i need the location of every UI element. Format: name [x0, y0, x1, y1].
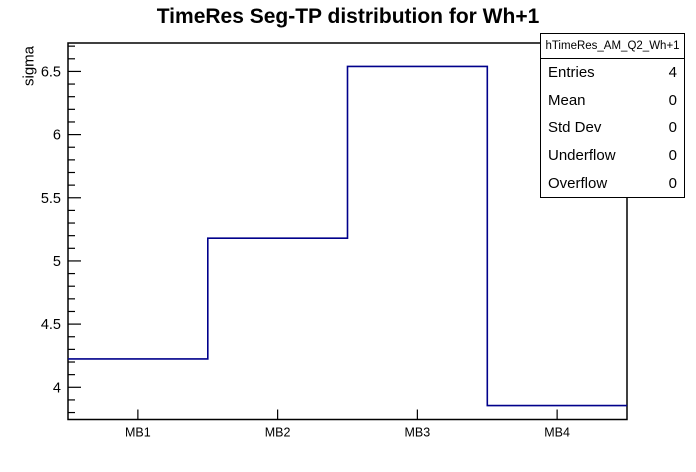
- y-tick-label: 5: [53, 254, 61, 270]
- stats-box: hTimeRes_AM_Q2_Wh+1 Entries 4 Mean 0 Std…: [540, 33, 685, 198]
- x-tick-label: MB3: [405, 426, 431, 440]
- stats-row-stddev: Std Dev 0: [541, 114, 684, 142]
- plot-title: TimeRes Seg-TP distribution for Wh+1: [156, 5, 540, 28]
- stats-value: 4: [668, 64, 677, 82]
- y-tick-label: 4: [53, 380, 61, 396]
- stats-box-title: hTimeRes_AM_Q2_Wh+1: [541, 34, 684, 59]
- y-tick-label: 4.5: [41, 317, 61, 333]
- stats-label: Underflow: [548, 147, 616, 165]
- stats-value: 0: [668, 119, 677, 137]
- stats-value: 0: [668, 91, 677, 109]
- histogram-line: [68, 65, 627, 407]
- stats-value: 0: [668, 174, 677, 192]
- stats-label: Entries: [548, 64, 595, 82]
- stats-label: Overflow: [548, 174, 608, 192]
- x-tick-label: MB2: [265, 426, 291, 440]
- stats-row-overflow: Overflow 0: [541, 169, 684, 197]
- plot-frame: [67, 42, 628, 421]
- x-tick-label: MB4: [544, 426, 570, 440]
- y-tick-label: 6: [53, 128, 61, 144]
- stats-row-entries: Entries 4: [541, 59, 684, 87]
- stats-value: 0: [668, 147, 677, 165]
- stats-label: Mean: [548, 91, 586, 109]
- stats-row-underflow: Underflow 0: [541, 142, 684, 170]
- stats-label: Std Dev: [548, 119, 602, 137]
- x-tick-label: MB1: [125, 426, 151, 440]
- y-tick-label: 5.5: [41, 191, 61, 207]
- stats-row-mean: Mean 0: [541, 87, 684, 115]
- y-tick-label: 6.5: [41, 64, 61, 80]
